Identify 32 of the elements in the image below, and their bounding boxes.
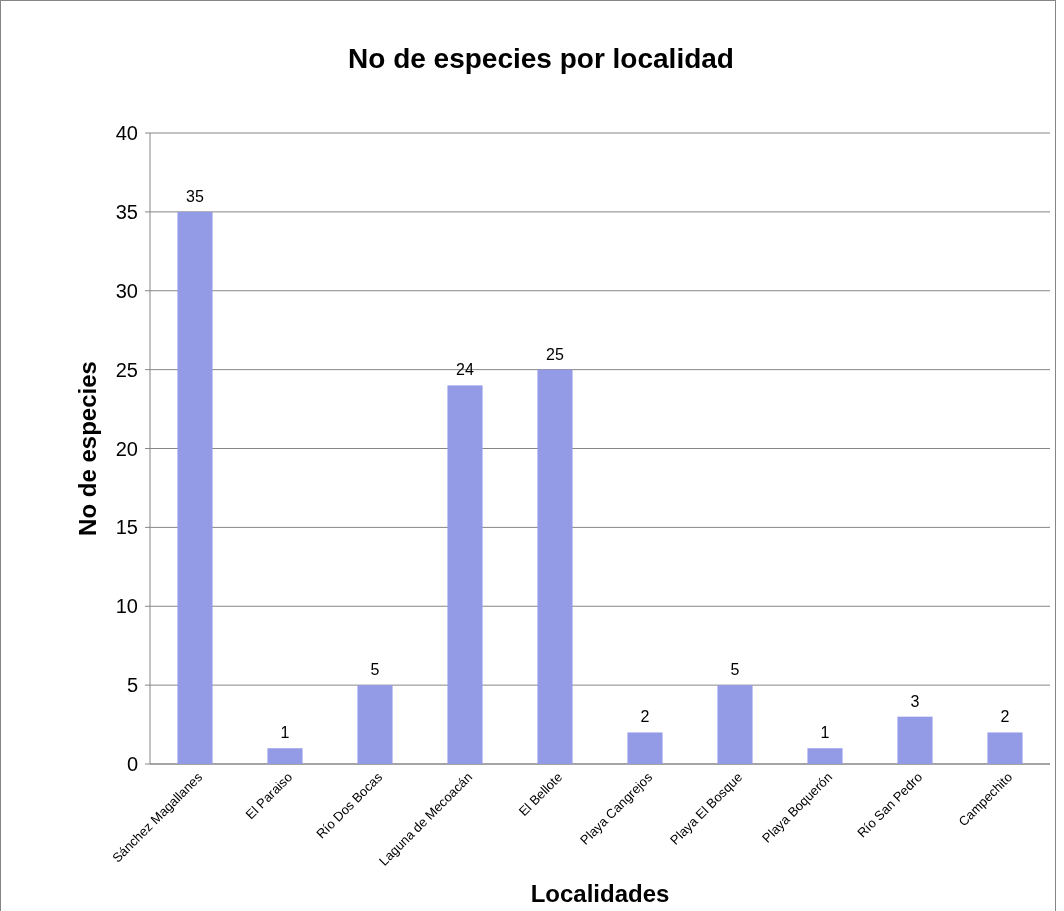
- bar: [357, 685, 393, 764]
- bar: [627, 732, 663, 764]
- y-tick-label: 0: [126, 753, 138, 775]
- y-axis-title: No de especies: [74, 361, 101, 536]
- y-tick-label: 30: [115, 279, 138, 302]
- y-tick-label: 5: [126, 674, 138, 697]
- bar: [987, 732, 1023, 764]
- bar: [537, 369, 573, 764]
- data-label: 24: [456, 361, 474, 379]
- data-label: 1: [280, 724, 290, 742]
- bar: [267, 748, 303, 764]
- y-tick-label: 40: [115, 122, 138, 144]
- bar: [447, 385, 483, 764]
- bar: [177, 211, 213, 764]
- data-label: 35: [186, 187, 204, 205]
- data-label: 2: [640, 708, 650, 726]
- data-label: 5: [730, 661, 740, 679]
- y-tick-label: 10: [115, 595, 138, 618]
- data-label: 3: [910, 692, 920, 710]
- y-tick-label: 25: [115, 358, 138, 381]
- data-label: 5: [370, 661, 380, 679]
- y-tick-label: 20: [115, 437, 138, 460]
- chart-title: No de especies por localidad: [348, 43, 734, 74]
- x-axis-title: Localidades: [530, 880, 670, 907]
- y-tick-label: 15: [115, 516, 138, 539]
- data-label: 1: [820, 724, 830, 742]
- bar: [807, 748, 843, 764]
- y-tick-label: 35: [115, 200, 138, 223]
- bar: [717, 685, 753, 764]
- data-label: 2: [1000, 708, 1010, 726]
- bar: [897, 716, 933, 764]
- data-label: 25: [546, 345, 564, 363]
